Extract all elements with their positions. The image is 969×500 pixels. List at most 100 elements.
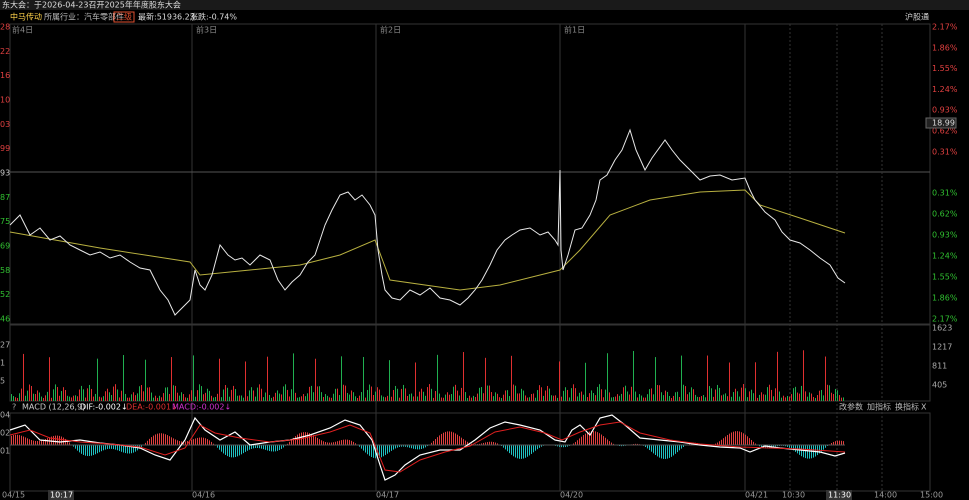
volume-bar [197, 390, 198, 401]
macd-bar [603, 436, 604, 445]
macd-bar [493, 441, 494, 445]
volume-bar [97, 358, 98, 401]
macd-bar [193, 439, 194, 445]
right-percent: 1.24% [932, 85, 958, 94]
macd-bar [483, 442, 484, 445]
macd-bar [205, 438, 206, 445]
volume-bar [795, 386, 796, 401]
volume-bar [801, 385, 802, 401]
volume-bar [119, 397, 120, 401]
macd-button[interactable]: 换指标 [895, 402, 919, 412]
volume-bar [647, 394, 648, 401]
volume-bar [715, 389, 716, 401]
macd-bar [311, 434, 312, 445]
macd-bar [251, 445, 252, 449]
macd-bar [411, 445, 412, 449]
volume-bar [441, 397, 442, 401]
macd-button[interactable]: 改参数 [839, 402, 863, 412]
volume-bar [679, 396, 680, 401]
volume-bar [361, 392, 362, 401]
macd-bar [803, 445, 804, 458]
macd-bar [81, 445, 82, 454]
volume-bar [489, 385, 490, 401]
volume-bar [705, 397, 706, 401]
volume-bar [697, 396, 698, 401]
volume-bar [641, 395, 642, 401]
volume-bar [417, 396, 418, 401]
macd-bar [155, 434, 156, 445]
macd-bar [183, 441, 184, 445]
macd-bar [481, 443, 482, 445]
volume-bar [45, 395, 46, 401]
right-percent: 1.86% [932, 294, 958, 303]
macd-bar [821, 445, 822, 452]
macd-bar [275, 445, 276, 452]
volume-bar [731, 396, 732, 401]
volume-bar [427, 387, 428, 401]
macd-bar [515, 445, 516, 458]
volume-bar [167, 387, 168, 401]
volume-bar [599, 384, 600, 401]
time-label: 11:30 [828, 491, 851, 500]
macd-bar [267, 445, 268, 451]
macd-bar [133, 445, 134, 453]
macd-bar [791, 445, 792, 450]
volume-bar [689, 392, 690, 401]
volume-bar [109, 392, 110, 401]
volume-bar [397, 388, 398, 401]
macd-bar [495, 442, 496, 445]
macd-bar [91, 445, 92, 456]
macd-bar [517, 445, 518, 459]
macd-bar [479, 443, 480, 445]
macd-bar [669, 445, 670, 458]
macd-bar [729, 433, 730, 445]
macd-bar [15, 434, 16, 445]
macd-bar [425, 445, 426, 448]
volume-bar [195, 396, 196, 401]
volume-bar [211, 395, 212, 401]
volume-bar [559, 361, 560, 401]
volume-bar [509, 396, 510, 401]
volume-bar [739, 396, 740, 401]
volume-bar [505, 390, 506, 401]
volume-bar [677, 391, 678, 401]
volume-bar [283, 386, 284, 401]
volume-bar [411, 393, 412, 401]
macd-bar [313, 435, 314, 445]
volume-bar [177, 392, 178, 401]
volume-bar [669, 395, 670, 401]
volume-bar [685, 386, 686, 401]
volume-bar [479, 387, 480, 401]
macd-bar [247, 445, 248, 451]
macd-button[interactable]: 加指标 [867, 402, 891, 412]
macd-bar [355, 443, 356, 445]
volume-bar [375, 391, 376, 401]
volume-bar [311, 385, 312, 401]
volume-bar [349, 394, 350, 401]
macd-bar [41, 440, 42, 445]
volume-bar [485, 357, 486, 401]
volume-bar [297, 397, 298, 401]
macd-value: MACD:-0.002↓ [172, 403, 231, 412]
volume-bar [143, 391, 144, 401]
right-percent: 0.93% [932, 106, 958, 115]
volume-bar [187, 397, 188, 401]
macd-bar [287, 443, 288, 445]
volume-bar [683, 384, 684, 401]
macd-bar [759, 445, 760, 447]
volume-bar [151, 392, 152, 401]
volume-bar [545, 390, 546, 401]
volume-bar [695, 394, 696, 401]
price-line [9, 128, 846, 316]
volume-bar [671, 397, 672, 401]
volume-bar [819, 390, 820, 401]
volume-bar [717, 384, 718, 401]
market[interactable]: 沪股通 [905, 12, 929, 22]
macd-close[interactable]: X [921, 403, 927, 412]
macd-bar [283, 445, 284, 448]
time-label: 04/16 [192, 491, 215, 500]
volume-bar [401, 388, 402, 401]
macd-bar [441, 433, 442, 445]
macd-bar [181, 441, 182, 445]
macd-bar [85, 445, 86, 456]
